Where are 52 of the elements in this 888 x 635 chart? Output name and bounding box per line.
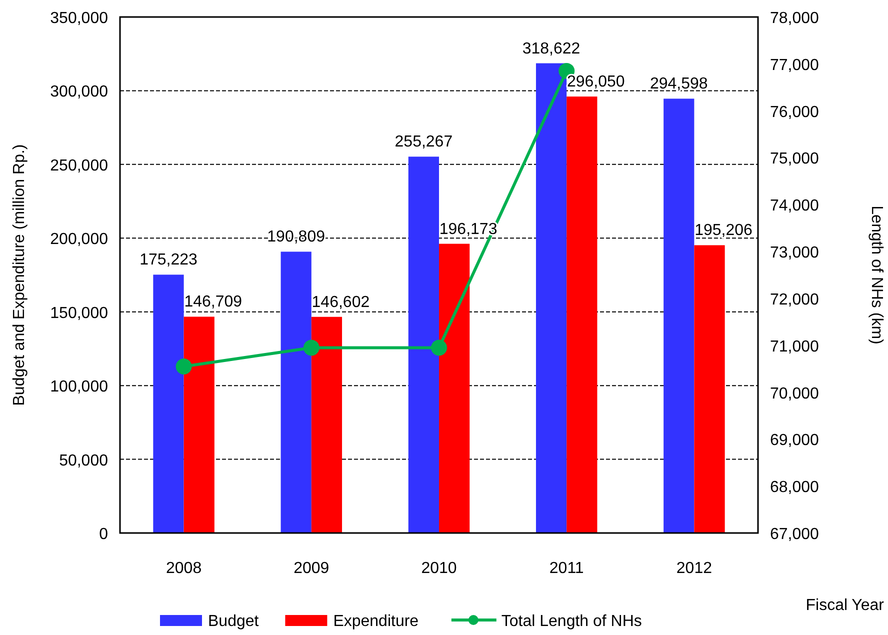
data-label: 175,223	[140, 252, 198, 269]
data-label: 195,206	[694, 222, 753, 240]
y2-axis-title: Length of NHs (km)	[868, 206, 885, 344]
data-label: 146,602	[312, 294, 370, 311]
bar	[664, 98, 694, 533]
point	[176, 358, 192, 374]
y2-tick-label: 75,000	[770, 150, 820, 168]
y2-tick-label: 72,000	[770, 291, 820, 308]
bar	[439, 244, 470, 533]
data-label: 318,622	[522, 40, 580, 58]
data-label: 255,267	[394, 134, 453, 151]
data-label: 296,050	[566, 74, 625, 91]
x-axis-title: Fiscal Year	[806, 597, 885, 614]
bar	[536, 63, 567, 533]
y2-tick-label: 67,000	[770, 526, 820, 543]
y2-tick-label: 74,000	[770, 198, 820, 215]
y2-tick-label: 76,000	[770, 104, 820, 121]
bar	[184, 316, 214, 533]
data-label: 146,709	[184, 294, 242, 311]
y-tick-label: 200,000	[50, 231, 108, 248]
y-tick-label: 150,000	[50, 304, 108, 322]
bar	[311, 316, 342, 533]
bar	[280, 252, 312, 533]
x-tick-label: 2009	[294, 560, 330, 577]
y-tick-label: 350,000	[50, 10, 108, 27]
point	[303, 340, 320, 356]
y-tick-label: 250,000	[50, 157, 108, 174]
bar	[694, 245, 725, 533]
bar	[153, 274, 184, 533]
x-tick-label: 2012	[676, 560, 712, 577]
y2-tick-label: 69,000	[770, 432, 820, 450]
legend-label: Total Length of NHs	[501, 613, 642, 630]
y2-tick-label: 77,000	[770, 56, 820, 74]
y-tick-label: 50,000	[59, 452, 108, 470]
y2-tick-label: 71,000	[770, 338, 820, 356]
y2-tick-label: 78,000	[770, 10, 820, 27]
y2-tick-label: 70,000	[770, 385, 820, 402]
legend-label: Expenditure	[333, 613, 419, 630]
data-label: 294,598	[650, 76, 708, 93]
y2-tick-label: 68,000	[770, 479, 820, 496]
bar	[566, 96, 598, 533]
y2-tick-label: 73,000	[770, 244, 820, 262]
x-tick-label: 2010	[421, 560, 457, 577]
x-tick-label: 2011	[549, 560, 584, 577]
x-tick-label: 2008	[166, 560, 202, 577]
bar	[408, 156, 439, 533]
y-tick-label: 100,000	[50, 378, 108, 396]
y-tick-label: 0	[99, 526, 108, 543]
y-axis-title: Budget and Expenditure (million Rp.)	[11, 144, 28, 406]
legend-label: Budget	[208, 613, 260, 630]
point	[431, 340, 447, 356]
y-tick-label: 300,000	[50, 84, 108, 101]
